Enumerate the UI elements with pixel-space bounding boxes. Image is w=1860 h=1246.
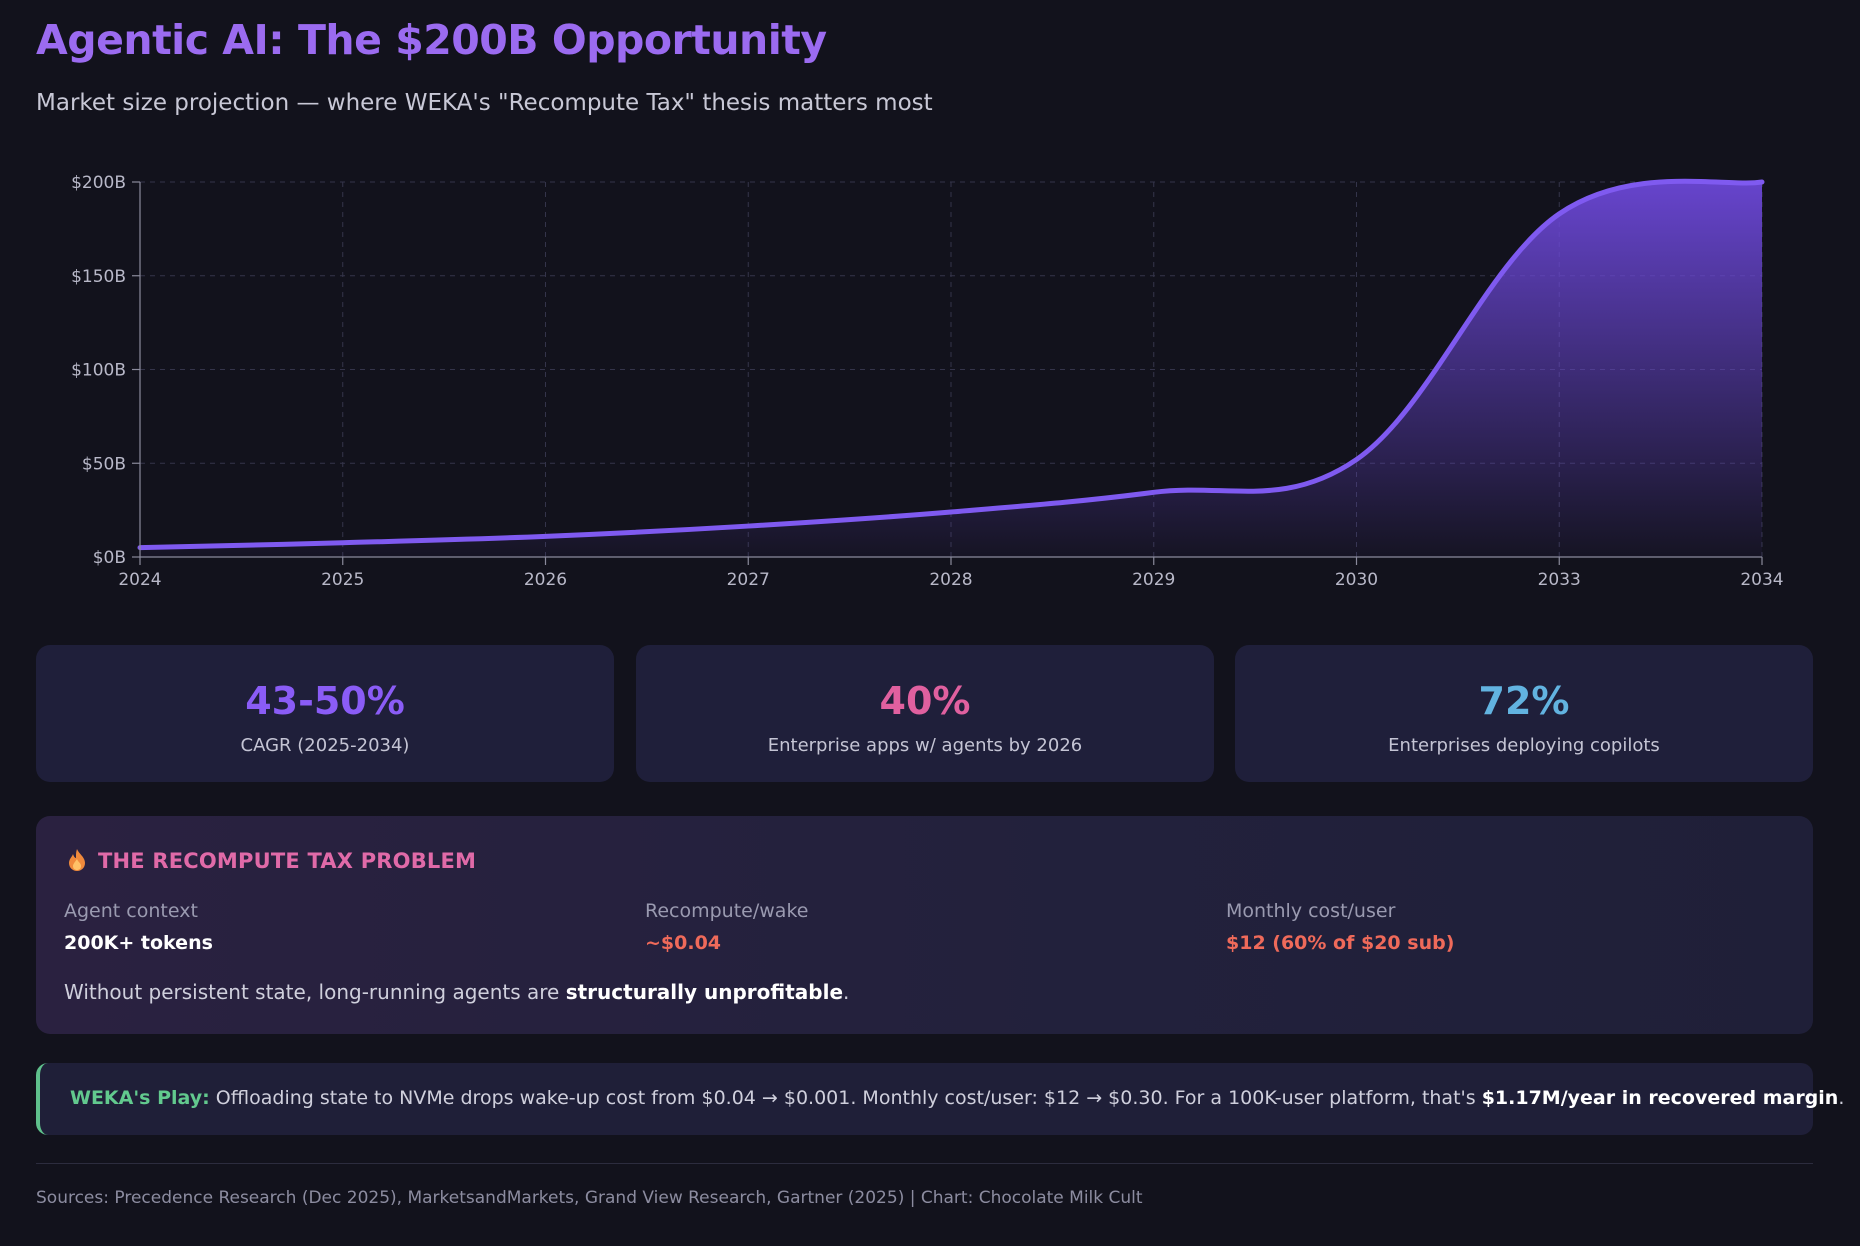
market-size-line [137, 178, 1765, 551]
weka-play-body: Offloading state to NVMe drops wake-up c… [209, 1087, 1482, 1109]
recompute-tax-panel: THE RECOMPUTE TAX PROBLEM Agent context … [36, 816, 1813, 1034]
x-tick-label: 2030 [1335, 570, 1378, 590]
stat-label-copilots: Enterprises deploying copilots [1388, 735, 1660, 756]
page-subtitle: Market size projection — where WEKA's "R… [36, 90, 933, 116]
y-tick-label: $100B [71, 361, 126, 381]
recompute-wake-value: ~$0.04 [645, 932, 722, 954]
recompute-tax-note: Without persistent state, long-running a… [64, 980, 849, 1004]
x-tick-label: 2029 [1132, 570, 1175, 590]
stat-card-copilots: 72% Enterprises deploying copilots [1235, 645, 1813, 782]
weka-play-suffix: . [1838, 1087, 1845, 1109]
monthly-cost-label: Monthly cost/user [1226, 900, 1396, 922]
recompute-wake-metric: Recompute/wake ~$0.04 [645, 900, 808, 954]
market-size-area [140, 181, 1762, 557]
y-tick-label: $0B [93, 548, 126, 568]
x-tick-label: 2027 [727, 570, 770, 590]
chart-axes [132, 181, 1763, 565]
flame-icon [69, 849, 85, 871]
x-tick-label: 2028 [929, 570, 972, 590]
weka-play-lead: WEKA's Play: [70, 1087, 210, 1109]
note-emphasis: structurally unprofitable [565, 980, 844, 1004]
note-suffix: . [843, 980, 850, 1004]
footer-divider [36, 1163, 1813, 1164]
agent-context-label: Agent context [64, 900, 198, 922]
stat-value-cagr: 43-50% [245, 679, 405, 723]
x-tick-label: 2033 [1538, 570, 1581, 590]
agent-context-metric: Agent context 200K+ tokens [64, 900, 213, 954]
stat-value-enterprise-apps: 40% [879, 679, 971, 723]
y-tick-label: $50B [82, 454, 126, 474]
page-title: Agentic AI: The $200B Opportunity [36, 16, 827, 64]
stat-value-copilots: 72% [1478, 679, 1570, 723]
weka-play-callout: WEKA's Play: Offloading state to NVMe dr… [36, 1063, 1844, 1135]
market-size-chart: $0B $50B $100B $150B $200B 2024 2025 2026 2027 20… [71, 173, 1784, 590]
agent-context-value: 200K+ tokens [64, 932, 213, 954]
stat-label-enterprise-apps: Enterprise apps w/ agents by 2026 [767, 735, 1083, 756]
recompute-wake-label: Recompute/wake [645, 900, 809, 922]
sources-footer: Sources: Precedence Research (Dec 2025),… [36, 1188, 1143, 1208]
x-tick-label: 2025 [321, 570, 364, 590]
x-tick-label: 2024 [118, 570, 161, 590]
stat-card-cagr: 43-50% CAGR (2025-2034) [36, 645, 614, 782]
recompute-tax-title: THE RECOMPUTE TAX PROBLEM [98, 849, 477, 873]
monthly-cost-metric: Monthly cost/user $12 (60% of $20 sub) [1226, 900, 1454, 954]
x-tick-label: 2034 [1740, 570, 1783, 590]
y-tick-label: $200B [71, 173, 126, 193]
y-tick-label: $150B [71, 267, 126, 287]
stat-label-cagr: CAGR (2025-2034) [240, 735, 410, 756]
weka-play-emphasis: $1.17M/year in recovered margin [1481, 1087, 1839, 1109]
recompute-tax-heading: THE RECOMPUTE TAX PROBLEM [66, 848, 476, 873]
monthly-cost-value: $12 (60% of $20 sub) [1226, 932, 1455, 954]
stat-card-enterprise-apps: 40% Enterprise apps w/ agents by 2026 [636, 645, 1214, 782]
chart-tick-labels: $0B $50B $100B $150B $200B 2024 2025 2026 2027 20… [71, 173, 1784, 590]
x-tick-label: 2026 [524, 570, 567, 590]
weka-play-text: WEKA's Play: Offloading state to NVMe dr… [70, 1087, 1844, 1109]
note-prefix: Without persistent state, long-running a… [64, 980, 566, 1004]
